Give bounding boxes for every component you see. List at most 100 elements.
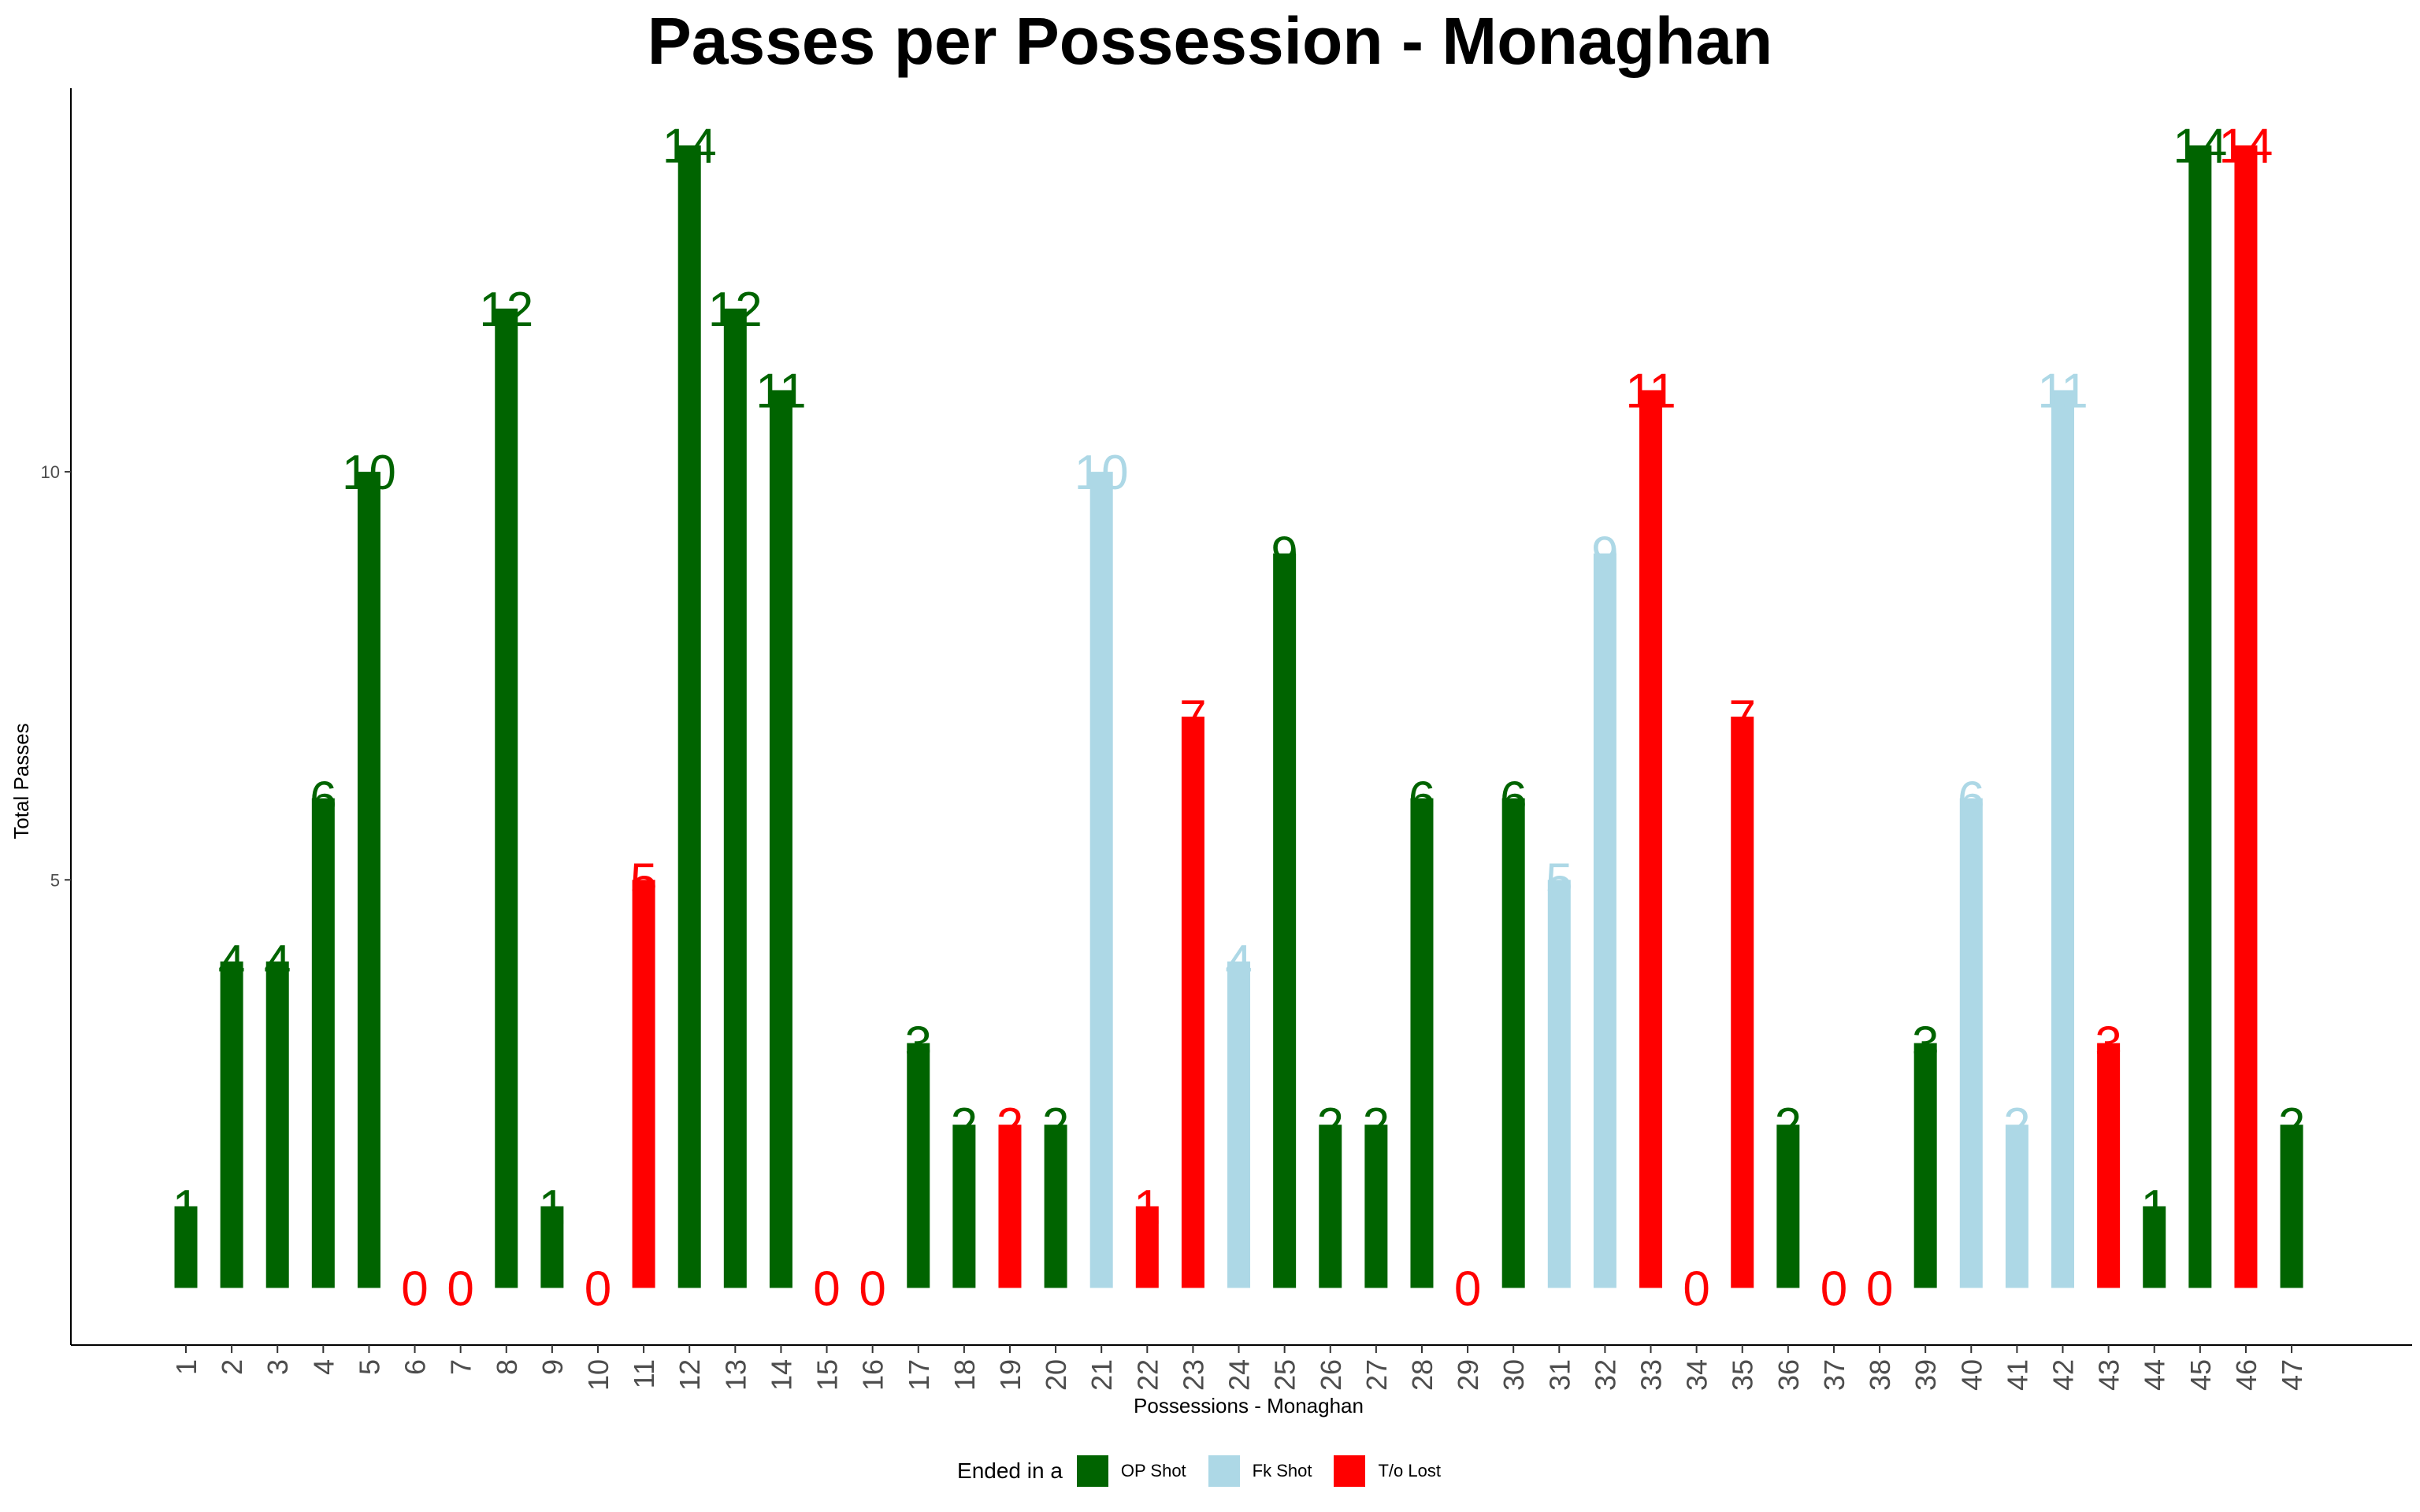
bar-value-label: 2	[1317, 1099, 1344, 1153]
x-tick-label: 37	[1818, 1359, 1850, 1391]
bar	[1593, 553, 1616, 1288]
x-tick-label: 36	[1772, 1359, 1805, 1391]
bar-value-label: 1	[1134, 1180, 1160, 1235]
x-tick-label: 31	[1543, 1359, 1576, 1391]
bar	[265, 961, 289, 1288]
x-tick-label: 3	[262, 1359, 294, 1375]
bar	[495, 308, 518, 1288]
x-tick-label: 26	[1315, 1359, 1347, 1391]
bar	[540, 1206, 564, 1288]
bar-value-label: 0	[813, 1262, 840, 1316]
x-tick-label: 6	[399, 1359, 432, 1375]
bar-value-label: 0	[585, 1262, 611, 1316]
bar	[1364, 1125, 1388, 1288]
bar-value-label: 10	[342, 446, 396, 500]
bar-value-label: 2	[2278, 1099, 2305, 1153]
x-tick-label: 7	[445, 1359, 477, 1375]
bar-value-label: 3	[2095, 1017, 2121, 1072]
y-axis-title: Total Passes	[9, 723, 33, 839]
bar-value-label: 1	[2140, 1180, 2167, 1235]
x-tick-label: 19	[994, 1359, 1026, 1391]
bar-value-label: 2	[997, 1099, 1023, 1153]
bar	[1089, 472, 1113, 1288]
x-tick-label: 24	[1223, 1359, 1256, 1391]
bar	[1181, 717, 1204, 1288]
bar	[952, 1125, 976, 1288]
x-tick-label: 5	[353, 1359, 385, 1375]
bar	[1547, 880, 1571, 1288]
x-tick-label: 43	[2093, 1359, 2125, 1391]
bar-value-label: 2	[2003, 1099, 2030, 1153]
bar	[311, 798, 335, 1288]
bar-value-label: 7	[1179, 691, 1206, 745]
bar-value-label: 9	[1271, 528, 1297, 582]
bar-value-label: 6	[1409, 773, 1435, 827]
bar-value-label: 0	[859, 1262, 885, 1316]
bar-value-label: 4	[264, 936, 291, 990]
bar-value-label: 5	[1546, 854, 1572, 908]
x-tick-label: 11	[628, 1359, 660, 1388]
x-tick-label: 30	[1498, 1359, 1530, 1391]
bar-value-label: 11	[1625, 364, 1676, 418]
bar	[1501, 798, 1525, 1288]
bar	[1913, 1043, 1937, 1288]
legend-item-fk-shot: Fk Shot	[1208, 1455, 1312, 1487]
bar	[2234, 145, 2258, 1288]
bar	[174, 1206, 198, 1288]
bar-value-label: 5	[630, 854, 657, 908]
bar-value-label: 0	[1821, 1262, 1847, 1316]
bar	[1135, 1206, 1159, 1288]
bar-value-label: 12	[708, 283, 763, 337]
bar	[907, 1043, 930, 1288]
bar-value-label: 3	[905, 1017, 932, 1072]
bar-value-label: 11	[2037, 364, 2088, 418]
x-tick-label: 39	[1910, 1359, 1942, 1391]
x-tick-label: 10	[582, 1359, 614, 1391]
bar	[2188, 145, 2212, 1288]
x-tick-label: 16	[857, 1359, 889, 1391]
bar-value-label: 11	[755, 364, 806, 418]
bar	[998, 1125, 1022, 1288]
bar	[723, 308, 747, 1288]
bar	[1639, 390, 1663, 1288]
bar-value-label: 6	[1958, 773, 1984, 827]
legend-label-op-shot: OP Shot	[1120, 1461, 1186, 1480]
bar-value-label: 0	[1866, 1262, 1893, 1316]
x-tick-label: 28	[1406, 1359, 1438, 1391]
x-tick-label: 15	[811, 1359, 844, 1391]
x-tick-label: 41	[2001, 1359, 2033, 1391]
x-tick-label: 38	[1864, 1359, 1896, 1391]
x-tick-label: 12	[674, 1359, 706, 1391]
x-tick-label: 34	[1681, 1359, 1713, 1391]
bar-value-label: 2	[1363, 1099, 1390, 1153]
legend-swatch-fk-shot	[1208, 1455, 1240, 1487]
x-axis-title: Possessions - Monaghan	[1134, 1394, 1364, 1418]
bar	[220, 961, 243, 1288]
y-tick-label: 5	[50, 870, 60, 890]
bar-value-label: 4	[1225, 936, 1252, 990]
x-tick-label: 44	[2139, 1359, 2171, 1391]
bar-value-label: 6	[1500, 773, 1527, 827]
bar	[2143, 1206, 2166, 1288]
x-tick-label: 1	[170, 1359, 202, 1375]
x-tick-label: 47	[2276, 1359, 2308, 1391]
legend-label-to-lost: T/o Lost	[1378, 1461, 1441, 1480]
x-tick-label: 33	[1635, 1359, 1668, 1391]
chart-title: Passes per Possession - Monaghan	[647, 4, 1773, 78]
x-tick-label: 27	[1360, 1359, 1393, 1391]
legend-swatch-to-lost	[1334, 1455, 1366, 1487]
bar-value-label: 1	[539, 1180, 566, 1235]
bar-value-label: 0	[1683, 1262, 1709, 1316]
bar-value-label: 10	[1075, 446, 1129, 500]
x-tick-label: 17	[903, 1359, 935, 1391]
bar-value-label: 7	[1728, 691, 1755, 745]
bar	[1731, 717, 1754, 1288]
x-tick-label: 22	[1131, 1359, 1164, 1391]
x-tick-label: 40	[1955, 1359, 1988, 1391]
x-tick-label: 2	[216, 1359, 248, 1375]
x-tick-label: 23	[1177, 1359, 1209, 1391]
bar	[632, 880, 655, 1288]
y-tick-label: 10	[41, 462, 60, 482]
x-tick-label: 46	[2230, 1359, 2262, 1391]
